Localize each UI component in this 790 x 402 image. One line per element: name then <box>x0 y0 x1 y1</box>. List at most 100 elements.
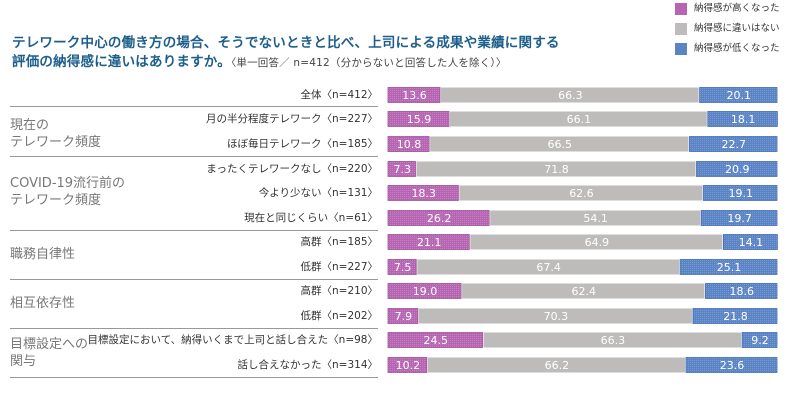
data-label-lower: 20.1 <box>727 89 752 102</box>
bar-segment-texture <box>705 283 777 299</box>
group-label-pre-covid-telework: COVID-19流行前の テレワーク頻度 <box>10 175 125 209</box>
group-label-line: 関与 <box>10 354 37 369</box>
bar-segment-texture <box>388 259 417 275</box>
bar-segment-same <box>417 259 680 275</box>
bar-segment-texture <box>388 357 427 373</box>
bar-segment-texture <box>692 308 777 324</box>
bar-segment-texture <box>388 234 470 250</box>
bar-segment-same <box>490 210 701 226</box>
group-label-line: テレワーク頻度 <box>10 135 102 150</box>
data-label-higher: 10.8 <box>397 138 422 151</box>
bar-segment-texture <box>689 136 777 152</box>
bar-segment-same <box>430 136 689 152</box>
bar-segment-texture <box>388 308 418 324</box>
group-divider <box>10 156 378 157</box>
title-line-2: 評価の納得感に違いはありますか。〈単一回答／ n=412（分からないと回答した人… <box>12 53 560 73</box>
legend-label-lower: 納得感が低くなった <box>694 43 780 54</box>
bar-segment-same <box>470 234 723 250</box>
bar-segment-same <box>416 161 696 177</box>
row-label: 高群〈n=185〉 <box>300 236 379 248</box>
data-label-lower: 21.8 <box>723 310 748 323</box>
row-label: 全体〈n=412〉 <box>300 89 379 101</box>
group-label-interdependence: 相互依存性 <box>10 295 75 312</box>
bar-segment-same <box>450 111 707 127</box>
legend-swatch-same <box>675 23 687 35</box>
data-label-same: 70.3 <box>544 310 569 323</box>
data-label-lower: 14.1 <box>739 236 764 249</box>
group-divider <box>10 328 378 329</box>
row-label: 月の半分程度テレワーク〈n=227〉 <box>206 113 378 125</box>
data-label-higher: 26.2 <box>427 212 452 225</box>
bar-segment-same <box>483 332 742 348</box>
row-label: 低群〈n=227〉 <box>300 261 379 273</box>
data-label-higher: 24.5 <box>424 334 449 347</box>
data-label-same: 62.4 <box>572 285 597 298</box>
group-label-line: 職務自律性 <box>10 247 76 262</box>
bar-segment-texture <box>723 234 778 250</box>
group-label-line: テレワーク頻度 <box>10 193 102 208</box>
bar-segment-same <box>462 283 705 299</box>
group-label-line: COVID-19流行前の <box>10 176 126 191</box>
data-label-same: 66.3 <box>601 334 626 347</box>
data-label-higher: 15.9 <box>407 113 432 126</box>
row-label: ほぼ毎日テレワーク〈n=185〉 <box>227 138 378 150</box>
bar-segment-texture <box>685 357 777 373</box>
row-label: 低群〈n=202〉 <box>300 310 379 322</box>
legend-label-same: 納得感に違いはない <box>694 23 780 34</box>
bar-segment-texture <box>388 185 459 201</box>
data-label-same: 66.3 <box>558 89 583 102</box>
data-label-lower: 9.2 <box>751 334 769 347</box>
data-label-higher: 18.3 <box>411 187 436 200</box>
chart-title: テレワーク中心の働き方の場合、そうでないときと比べ、上司による成果や業績に関する… <box>12 34 560 73</box>
bar-segment-texture <box>703 185 777 201</box>
legend-swatch-lower <box>675 43 687 55</box>
group-label-line: 目標設定への <box>10 337 89 352</box>
bar-segment-texture <box>742 332 777 348</box>
data-label-same: 66.1 <box>567 113 592 126</box>
title-note: 〈単一回答／ n=412（分からないと回答した人を除く）〉 <box>230 57 507 69</box>
bar-segment-texture <box>388 136 430 152</box>
bar-segment-same <box>441 87 699 103</box>
row-label: 目標設定において、納得いくまで上司と話し合えた〈n=98〉 <box>87 334 378 346</box>
data-label-lower: 18.6 <box>729 285 754 298</box>
data-label-same: 54.1 <box>583 212 608 225</box>
group-label-goal-setting: 目標設定への 関与 <box>10 336 88 370</box>
bar-segment-texture <box>701 210 777 226</box>
bar-segment-texture <box>680 259 777 275</box>
legend-swatch-higher <box>675 3 687 15</box>
row-label: 高群〈n=210〉 <box>300 285 379 297</box>
bar-segment-same <box>418 308 692 324</box>
data-label-lower: 19.1 <box>729 187 754 200</box>
data-label-higher: 7.9 <box>395 310 413 323</box>
data-label-same: 71.8 <box>544 163 569 176</box>
bar-segment-texture <box>388 332 483 348</box>
data-label-lower: 22.7 <box>721 138 746 151</box>
data-label-same: 66.2 <box>545 359 570 372</box>
data-label-higher: 10.2 <box>396 359 421 372</box>
data-label-same: 66.5 <box>548 138 573 151</box>
row-label: 現在と同じくらい〈n=61〉 <box>244 212 378 224</box>
bar-segment-texture <box>388 87 441 103</box>
data-label-higher: 13.6 <box>402 89 427 102</box>
bar-segment-texture <box>388 161 416 177</box>
bar-segment-texture <box>388 111 450 127</box>
bar-segment-same <box>427 357 685 373</box>
group-label-line: 現在の <box>10 118 50 133</box>
title-line-2-text: 評価の納得感に違いはありますか。 <box>12 54 231 70</box>
title-line-1: テレワーク中心の働き方の場合、そうでないときと比べ、上司による成果や業績に関する <box>12 35 560 51</box>
data-label-higher: 7.3 <box>393 163 411 176</box>
legend-label-higher: 納得感が高くなった <box>694 3 780 14</box>
data-label-lower: 25.1 <box>717 261 742 274</box>
group-divider <box>10 279 378 280</box>
group-divider <box>10 377 378 378</box>
data-label-higher: 19.0 <box>413 285 438 298</box>
group-label-current-telework: 現在の テレワーク頻度 <box>10 117 101 151</box>
data-label-lower: 18.1 <box>731 113 756 126</box>
bar-segment-texture <box>696 161 777 177</box>
data-label-same: 62.6 <box>569 187 594 200</box>
data-label-lower: 23.6 <box>720 359 745 372</box>
bar-segment-same <box>459 185 703 201</box>
data-label-same: 64.9 <box>585 236 610 249</box>
row-label: 話し合えなかった〈n=314〉 <box>237 359 379 371</box>
